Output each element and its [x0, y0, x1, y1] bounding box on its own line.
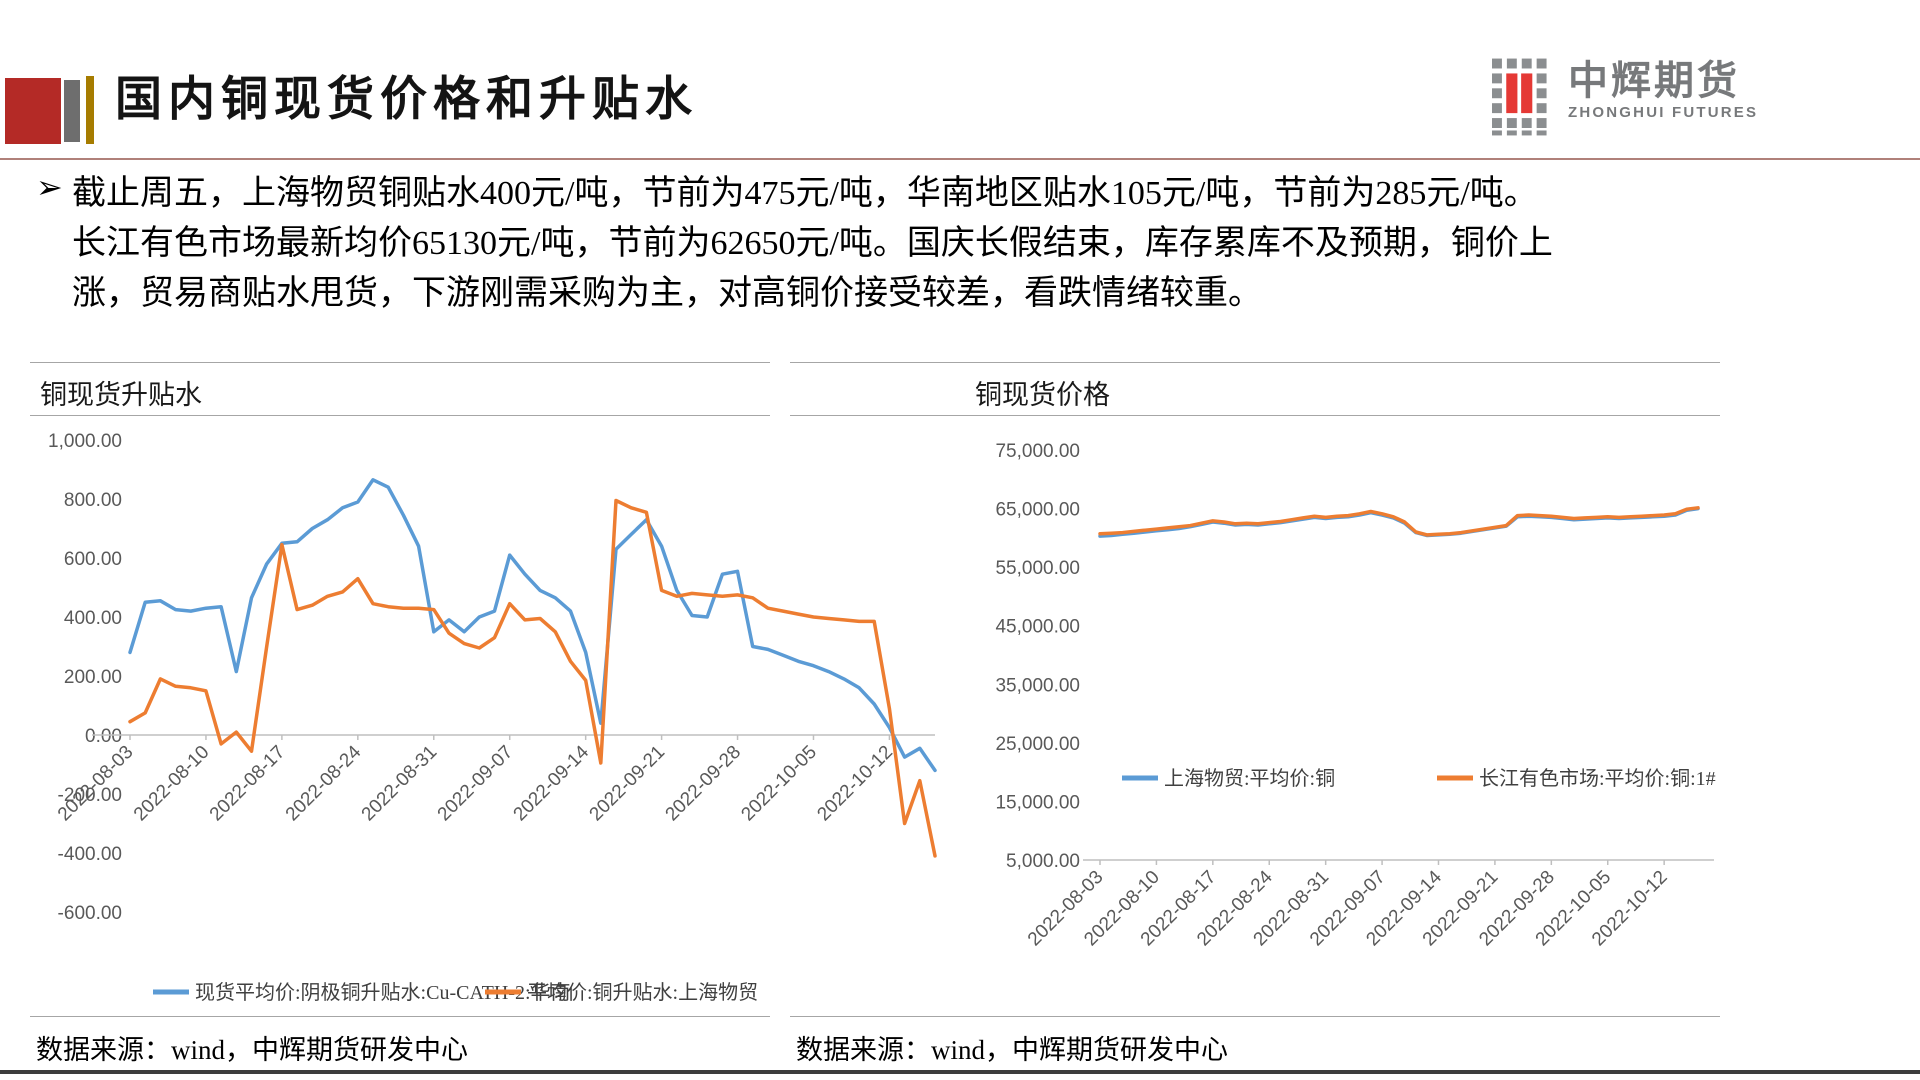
x-tick-label: 2022-08-10 [130, 742, 214, 826]
bullet-line-1: 截止周五，上海物贸铜贴水400元/吨，节前为475元/吨，华南地区贴水105元/… [72, 175, 1538, 212]
y-tick-label: 55,000.00 [995, 558, 1080, 579]
y-tick-label: 600.00 [64, 549, 122, 570]
y-tick-label: -600.00 [58, 903, 122, 924]
y-tick-label: 25,000.00 [995, 734, 1080, 755]
accent-block-gray [64, 80, 80, 142]
y-tick-label: 35,000.00 [995, 675, 1080, 696]
x-tick-label: 2022-08-31 [358, 742, 442, 826]
y-tick-label: 800.00 [64, 490, 122, 511]
legend-label: 长江有色市场:平均价:铜:1# [1479, 767, 1716, 790]
legend-label: 现货平均价:阴极铜升贴水:Cu-CATH-2:华南 [195, 981, 571, 1004]
company-logo: 中辉期货 ZHONGHUI FUTURES [1492, 58, 1758, 136]
y-tick-label: 65,000.00 [995, 500, 1080, 521]
title-underline [0, 158, 1920, 160]
x-tick-label: 2022-08-03 [54, 742, 138, 826]
legend-label: 上海物贸:平均价:铜 [1164, 767, 1335, 790]
logo-squares-icon [1492, 58, 1547, 136]
right-source-text: 数据来源：wind，中辉期货研发中心 [796, 1035, 1228, 1065]
right-source-divider [790, 1016, 1720, 1017]
bullet-line-3: 涨，贸易商贴水甩货，下游刚需采购为主，对高铜价接受较差，看跌情绪较重。 [72, 275, 1262, 312]
y-tick-label: 1,000.00 [48, 431, 122, 452]
accent-block-red [5, 78, 61, 144]
y-tick-label: 400.00 [64, 608, 122, 629]
x-tick-label: 2022-09-28 [662, 742, 746, 826]
left-source-divider [30, 1016, 770, 1017]
x-tick-label: 2022-09-07 [434, 742, 518, 826]
series-line-0 [128, 478, 937, 773]
series-line-1 [1098, 506, 1700, 537]
bullet-marker: ➢ [36, 169, 63, 205]
series-line-1 [128, 498, 937, 858]
x-tick-label: 2022-09-14 [510, 741, 594, 825]
y-tick-label: -200.00 [58, 785, 122, 806]
y-tick-label: 0.00 [85, 726, 122, 747]
y-tick-label: 200.00 [64, 667, 122, 688]
left-source-text: 数据来源：wind，中辉期货研发中心 [36, 1035, 468, 1065]
series-line-0 [1098, 506, 1700, 538]
x-tick-label: 2022-10-12 [813, 742, 897, 826]
y-tick-label: 15,000.00 [995, 792, 1080, 813]
y-tick-label: 75,000.00 [995, 441, 1080, 462]
y-tick-label: 45,000.00 [995, 617, 1080, 638]
logo-name: 中辉期货 [1568, 59, 1740, 103]
copper-spot-price-chart: 75,000.00 65,000.00 55,000.00 45,000.00 35,0… [995, 441, 1716, 950]
logo-subtitle: ZHONGHUI FUTURES [1568, 104, 1759, 121]
copper-premium-discount-chart: 1,000.00 800.00 600.00 400.00 200.00 0.00 -200… [48, 431, 937, 1004]
page-title: 国内铜现货价格和升贴水 [115, 74, 698, 126]
x-tick-label: 2022-08-17 [206, 742, 290, 826]
logo-text: 中辉期货 ZHONGHUI FUTURES [1568, 58, 1758, 121]
bullet-line-2: 长江有色市场最新均价65130元/吨，节前为62650元/吨。国庆长假结束，库存… [72, 225, 1553, 262]
bottom-border [0, 1070, 1920, 1074]
accent-block-gold [86, 76, 94, 144]
y-tick-label: -400.00 [58, 844, 122, 865]
legend-label: 平均价:铜升贴水:上海物贸 [527, 981, 758, 1004]
x-tick-label: 2022-08-24 [282, 741, 366, 825]
y-tick-label: 5,000.00 [1006, 851, 1080, 872]
left-chart-title: 铜现货升贴水 [30, 362, 770, 416]
right-chart-title: 铜现货价格 [790, 362, 1720, 416]
x-tick-label: 2022-10-05 [737, 742, 821, 826]
